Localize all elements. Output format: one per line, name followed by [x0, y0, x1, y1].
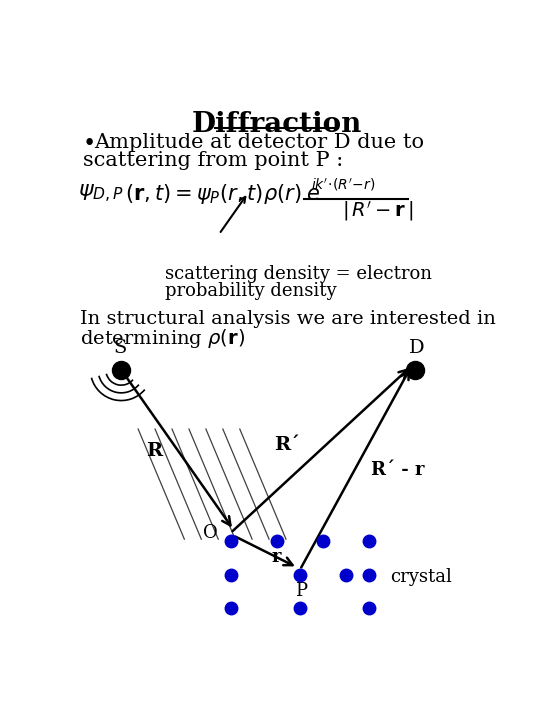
Text: r: r [272, 549, 281, 567]
Text: R´: R´ [274, 436, 300, 454]
Text: $ik'\!\cdot\!(R'\!-\!r)$: $ik'\!\cdot\!(R'\!-\!r)$ [312, 177, 376, 193]
Text: In structural analysis we are interested in: In structural analysis we are interested… [80, 310, 496, 328]
Text: P: P [295, 582, 307, 600]
Text: Diffraction: Diffraction [192, 111, 362, 138]
Text: $(\mathbf{r},t) = \psi_P(r,t)\rho(r)\;e$: $(\mathbf{r},t) = \psi_P(r,t)\rho(r)\;e$ [125, 182, 321, 206]
Text: probability density: probability density [165, 282, 337, 300]
Text: •: • [83, 132, 96, 155]
Text: O: O [204, 524, 218, 542]
Text: crystal: crystal [390, 568, 453, 586]
Text: $\psi_{D,P}$: $\psi_{D,P}$ [78, 183, 124, 205]
Text: scattering density = electron: scattering density = electron [165, 265, 432, 283]
Text: R: R [146, 442, 162, 460]
Text: determining $\rho(\mathbf{r})$: determining $\rho(\mathbf{r})$ [80, 328, 246, 351]
Text: $|\,R' - \mathbf{r}\,|$: $|\,R' - \mathbf{r}\,|$ [342, 199, 414, 223]
Text: R´ - r: R´ - r [372, 461, 425, 479]
Text: scattering from point P :: scattering from point P : [83, 151, 343, 170]
Text: Amplitude at detector D due to: Amplitude at detector D due to [94, 132, 424, 152]
Text: D: D [409, 339, 424, 357]
Text: S: S [113, 339, 126, 357]
